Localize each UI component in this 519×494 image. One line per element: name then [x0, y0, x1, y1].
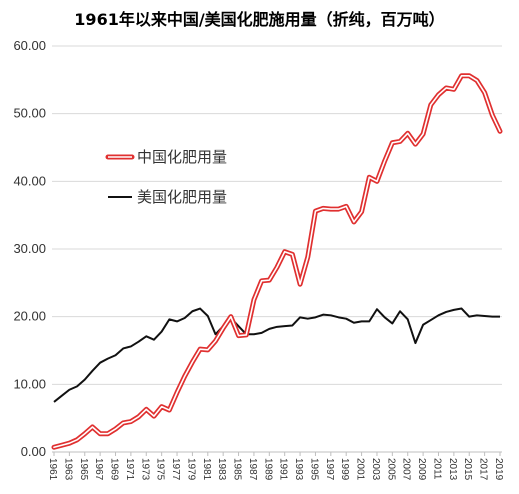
- x-tick-label: 1971: [124, 458, 135, 481]
- x-tick-label: 2007: [401, 458, 412, 481]
- x-tick-label: 1985: [232, 458, 243, 481]
- y-axis: 0.00 10.00 20.00 30.00 40.00 50.00 60.00: [13, 38, 502, 459]
- x-tick-label: 1999: [339, 458, 350, 481]
- x-axis: 1961 1963 1965 1967 1969 1971 1973 1975 1977 1979…: [47, 452, 504, 481]
- x-tick-label: 2009: [416, 458, 427, 481]
- x-tick-label: 1995: [308, 458, 319, 481]
- x-tick-label: 1961: [47, 458, 58, 481]
- x-tick-label: 2005: [385, 458, 396, 481]
- x-tick-label: 1993: [293, 458, 304, 481]
- x-tick-label: 1983: [216, 458, 227, 481]
- x-tick-label: 1997: [324, 458, 335, 481]
- series-line-china: [51, 73, 503, 450]
- x-tick-label: 1963: [62, 458, 73, 481]
- x-tick-label: 1977: [170, 458, 181, 481]
- x-tick-label: 2017: [478, 458, 489, 481]
- x-tick-label: 1967: [93, 458, 104, 481]
- gridlines: [52, 45, 502, 453]
- legend-label-us: 美国化肥用量: [137, 188, 227, 206]
- y-tick-label: 60.00: [13, 38, 46, 53]
- y-tick-label: 20.00: [13, 309, 46, 324]
- x-tick-label: 1965: [78, 458, 89, 481]
- x-tick-label: 2001: [355, 458, 366, 481]
- x-tick-label: 1973: [139, 458, 150, 481]
- x-tick-label: 2015: [462, 458, 473, 481]
- series-line-china-inner: [53, 74, 501, 449]
- x-tick-label: 1987: [247, 458, 258, 481]
- y-tick-label: 40.00: [13, 173, 46, 188]
- x-tick-label: 1989: [262, 458, 273, 481]
- x-tick-label: 1979: [185, 458, 196, 481]
- y-tick-label: 0.00: [21, 444, 46, 459]
- x-tick-label: 1969: [109, 458, 120, 481]
- y-tick-label: 10.00: [13, 376, 46, 391]
- legend-label-china: 中国化肥用量: [137, 148, 227, 166]
- x-tick-label: 1975: [155, 458, 166, 481]
- x-tick-label: 2019: [493, 458, 504, 481]
- x-tick-label: 2013: [447, 458, 458, 481]
- chart-title: 1961年以来中国/美国化肥施用量（折纯，百万吨）: [74, 10, 445, 29]
- x-tick-label: 1991: [278, 458, 289, 481]
- x-tick-label: 2011: [431, 458, 442, 480]
- y-tick-label: 50.00: [13, 106, 46, 121]
- x-tick-label: 2003: [370, 458, 381, 481]
- series-lines: [51, 73, 503, 450]
- y-tick-label: 30.00: [13, 241, 46, 256]
- x-tick-label: 1981: [201, 458, 212, 481]
- series-line-us: [53, 307, 500, 403]
